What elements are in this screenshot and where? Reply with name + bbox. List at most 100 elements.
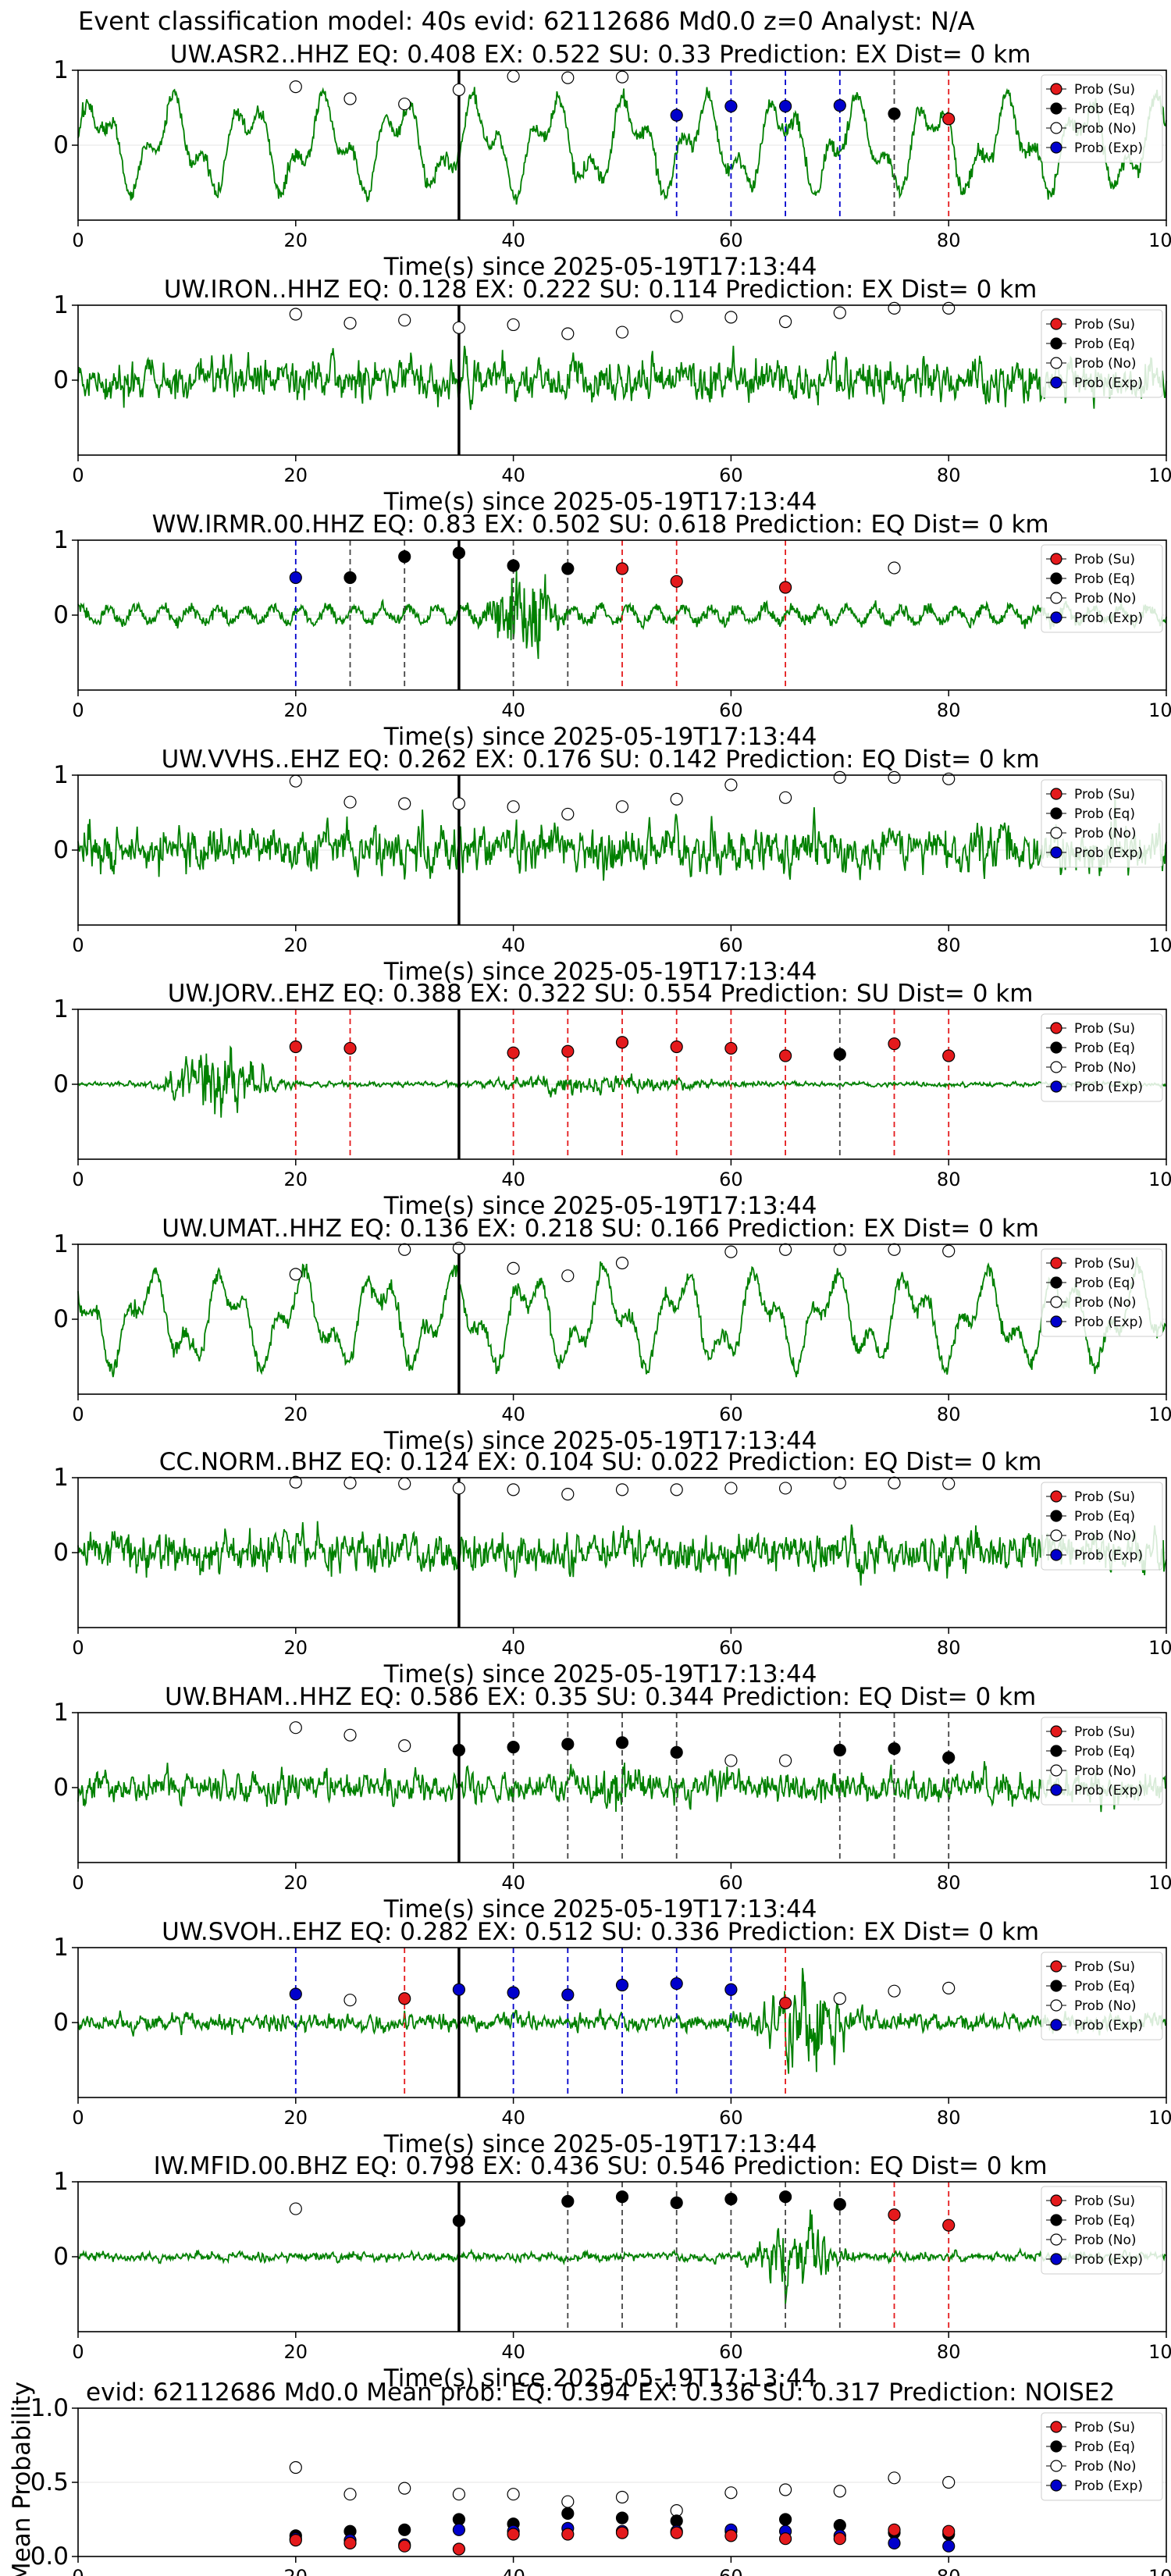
legend-marker-no — [1050, 1061, 1062, 1073]
x-tick-label: 80 — [937, 1169, 961, 1190]
prob-marker-eq — [561, 562, 575, 575]
legend-marker-eq — [1050, 572, 1062, 585]
legend-label: Prob (Su) — [1074, 1489, 1135, 1505]
prob-marker-eq — [452, 2214, 466, 2228]
y-tick-label: 1 — [53, 995, 69, 1023]
prob-marker-no — [778, 1482, 792, 1495]
x-tick-label: 80 — [937, 229, 961, 251]
mean-marker-eq — [561, 2507, 575, 2520]
legend-label: Prob (Eq) — [1074, 571, 1135, 587]
legend-label: Prob (Eq) — [1074, 2213, 1135, 2229]
x-tick-label: 60 — [719, 1404, 743, 1425]
legend-label: Prob (Exp) — [1074, 375, 1143, 391]
mean-marker-su — [833, 2532, 846, 2546]
legend-marker-eq — [1050, 1745, 1062, 1757]
legend-marker-su — [1050, 1257, 1062, 1269]
panel-title: UW.UMAT..HHZ EQ: 0.136 EX: 0.218 SU: 0.1… — [162, 1215, 1039, 1243]
x-tick-label: 60 — [719, 1169, 743, 1190]
legend-box — [1041, 1717, 1163, 1806]
prob-marker-exp — [615, 1978, 629, 1992]
prob-marker-eq — [343, 571, 357, 585]
legend-marker-exp — [1050, 2479, 1062, 2492]
prob-marker-no — [452, 1482, 466, 1495]
legend-marker-exp — [1050, 846, 1062, 859]
prob-marker-no — [289, 1721, 302, 1735]
legend-label: Prob (Exp) — [1074, 1548, 1143, 1564]
x-tick-label: 100 — [1148, 2107, 1171, 2129]
prob-marker-no — [942, 1244, 956, 1258]
panel-7: CC.NORM..BHZ EQ: 0.124 EX: 0.104 SU: 0.0… — [53, 1448, 1171, 1688]
prob-marker-no — [289, 1268, 302, 1281]
prob-marker-exp — [289, 1987, 302, 2001]
legend-label: Prob (No) — [1074, 1763, 1137, 1779]
prob-marker-exp — [670, 109, 683, 122]
x-tick-label: 80 — [937, 1872, 961, 1894]
panel-3: WW.IRMR.00.HHZ EQ: 0.83 EX: 0.502 SU: 0.… — [53, 511, 1171, 751]
x-tick-label: 60 — [719, 229, 743, 251]
legend-box — [1041, 1952, 1163, 2041]
mean-marker-no — [561, 2495, 575, 2508]
x-tick-label: 40 — [501, 699, 525, 721]
y-tick-label: 1 — [53, 1934, 69, 1962]
y-tick-label: 1 — [53, 291, 69, 319]
x-tick-label: 80 — [937, 934, 961, 956]
legend-label: Prob (Eq) — [1074, 1744, 1135, 1759]
prob-marker-no — [778, 791, 792, 804]
mean-marker-su — [398, 2539, 411, 2553]
legend-marker-su — [1050, 318, 1062, 330]
prob-marker-eq — [507, 1741, 520, 1754]
prob-marker-su — [778, 1049, 792, 1062]
x-tick-label: 80 — [937, 699, 961, 721]
legend-marker-no — [1050, 1999, 1062, 2012]
x-tick-label: 100 — [1148, 229, 1171, 251]
x-tick-label: 60 — [719, 2341, 743, 2363]
prob-marker-no — [888, 301, 901, 315]
x-tick-label: 80 — [937, 2341, 961, 2363]
prob-marker-su — [561, 1044, 575, 1058]
prob-marker-no — [833, 306, 846, 319]
legend-marker-no — [1050, 122, 1062, 134]
panel-5: UW.JORV..EHZ EQ: 0.388 EX: 0.322 SU: 0.5… — [53, 980, 1171, 1220]
prob-marker-su — [670, 1040, 683, 1054]
y-tick-label: 0 — [53, 1305, 69, 1333]
legend-label: Prob (Eq) — [1074, 336, 1135, 352]
x-tick-label: 40 — [501, 1872, 525, 1894]
mean-marker-su — [615, 2526, 629, 2539]
legend-marker-su — [1050, 788, 1062, 800]
prob-marker-exp — [833, 99, 846, 112]
x-tick-label: 20 — [284, 2341, 308, 2363]
prob-marker-no — [833, 770, 846, 784]
legend-marker-exp — [1050, 1315, 1062, 1328]
prob-marker-no — [778, 1754, 792, 1767]
legend-marker-exp — [1050, 1549, 1062, 1561]
prob-marker-no — [778, 1243, 792, 1256]
legend-box — [1041, 309, 1163, 398]
x-tick-label: 0 — [72, 2341, 84, 2363]
prob-marker-no — [507, 69, 520, 83]
prob-marker-eq — [615, 2190, 629, 2204]
legend-label: Prob (Exp) — [1074, 2018, 1143, 2033]
prob-marker-no — [343, 795, 357, 809]
legend-label: Prob (Eq) — [1074, 1979, 1135, 1994]
prob-marker-no — [724, 1482, 738, 1495]
y-tick-label: 0 — [53, 601, 69, 629]
x-axis-label: Time(s) since 2025-05-19T17:13:44 — [383, 488, 817, 516]
legend-label: Prob (Su) — [1074, 1959, 1135, 1975]
legend-label: Prob (Su) — [1074, 317, 1135, 333]
x-tick-label: 20 — [284, 464, 308, 486]
y-tick-label: 1 — [53, 2168, 69, 2196]
prob-marker-no — [888, 1984, 901, 1998]
waveform-trace — [77, 345, 1167, 411]
x-tick-label: 80 — [937, 2107, 961, 2129]
x-tick-label: 20 — [284, 1637, 308, 1659]
legend-label: Prob (No) — [1074, 356, 1137, 372]
panel-title: evid: 62112686 Md0.0 Mean prob: EQ: 0.39… — [86, 2379, 1115, 2407]
y-tick-label: 1 — [53, 761, 69, 789]
legend-label: Prob (Su) — [1074, 552, 1135, 568]
legend-label: Prob (Su) — [1074, 1256, 1135, 1272]
mean-marker-exp — [452, 2523, 466, 2536]
x-tick-label: 40 — [501, 229, 525, 251]
waveform-trace — [77, 87, 1167, 205]
panel-title: UW.JORV..EHZ EQ: 0.388 EX: 0.322 SU: 0.5… — [168, 980, 1034, 1008]
y-tick-label: 0 — [53, 2243, 69, 2271]
